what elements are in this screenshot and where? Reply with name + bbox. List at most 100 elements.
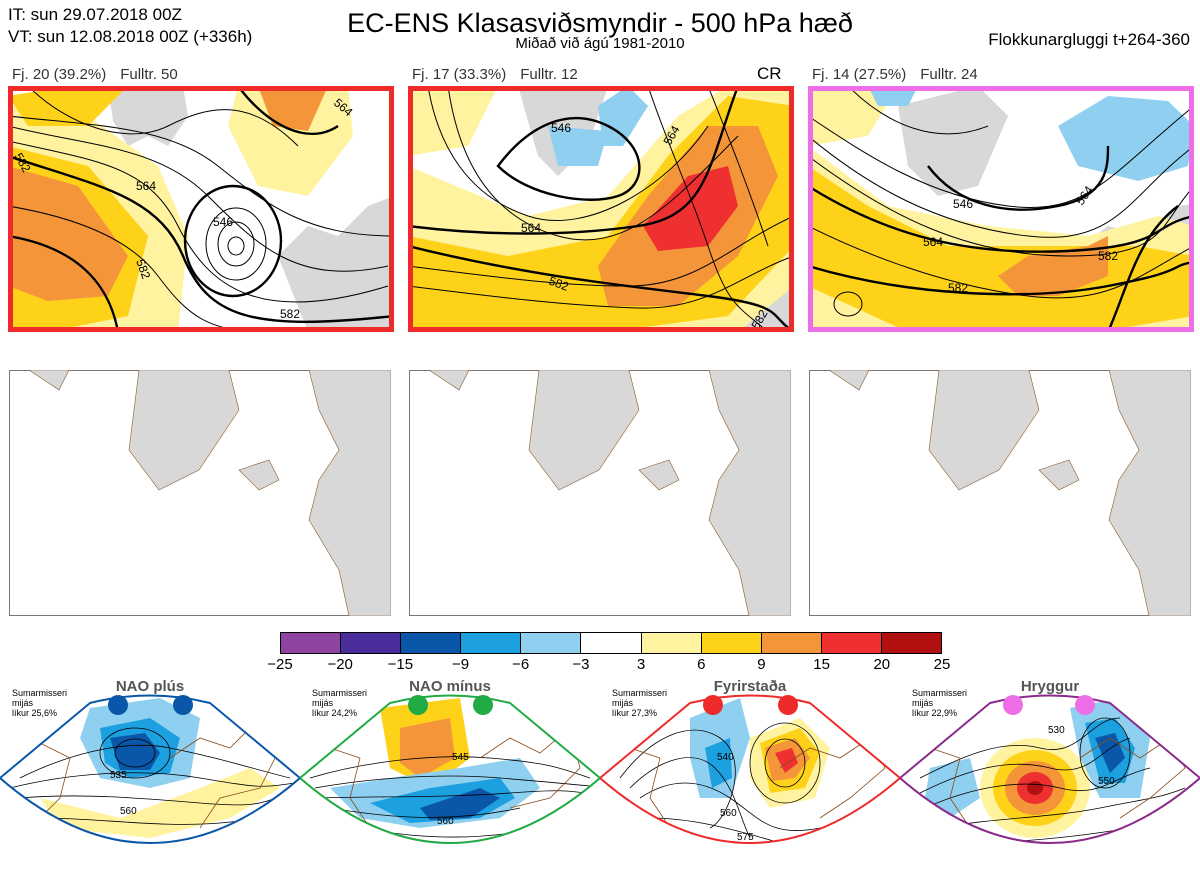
contour-label: 575 (737, 832, 754, 843)
contour-label: 582 (948, 281, 968, 295)
regime-probability: líkur 25,6% (12, 708, 58, 718)
regime-blocking[interactable]: 540 560 575 Fyrirstaða Sumarmisseri mijá… (600, 678, 900, 871)
colorbar-swatch (821, 633, 882, 653)
header-left: IT: sun 29.07.2018 00Z VT: sun 12.08.201… (8, 4, 252, 48)
colorbar-tick-label: 20 (873, 656, 891, 673)
colorbar: −25 −20 −15 −9 −6 −3 3 6 9 15 20 25 (250, 632, 950, 673)
colorbar-swatch (761, 633, 822, 653)
regime-dot-left (703, 695, 723, 715)
page-subtitle: Miðað við ágú 1981-2010 (515, 35, 685, 52)
panel-border (408, 86, 794, 332)
regime-note: mijás (912, 698, 934, 708)
panel-2-fulltr: Fulltr. 12 (520, 66, 578, 83)
panel-3-label: Fj. 14 (27.5%) Fulltr. 24 (812, 66, 992, 83)
regime-title: NAO mínus (409, 678, 491, 695)
regime-dot-right (778, 695, 798, 715)
regime-border (0, 694, 300, 844)
cluster-map-2[interactable]: 546 564 564 582 582 (408, 86, 794, 332)
regime-info: Sumarmisseri mijás líkur 22,9% (912, 688, 967, 718)
contour-label: 546 (551, 121, 571, 135)
contour-label: 564 (923, 235, 943, 249)
contour-label: 545 (452, 752, 469, 763)
regime-title: Fyrirstaða (713, 678, 787, 695)
cluster-map-1[interactable]: 564 546 582 582 564 582 (8, 86, 394, 332)
colorbar-tick-label: −6 (512, 656, 530, 673)
regime-dot-right (1075, 695, 1095, 715)
panel-3-fulltr: Fulltr. 24 (920, 66, 978, 83)
contour-label: 564 (136, 179, 156, 193)
regime-title: Hryggur (1020, 678, 1080, 695)
regime-probability: líkur 27,3% (612, 708, 658, 718)
regime-probability: líkur 22,9% (912, 708, 958, 718)
contour-label: 560 (120, 806, 137, 817)
colorbar-swatch (881, 633, 942, 653)
panel-border (8, 86, 394, 332)
colorbar-swatch (461, 633, 522, 653)
colorbar-ticks: −25 −20 −15 −9 −6 −3 3 6 9 15 20 25 (267, 654, 950, 673)
regime-nao-plus[interactable]: 535 560 NAO plús Sumarmisseri mijás líku… (0, 678, 300, 871)
initial-time: IT: sun 29.07.2018 00Z (8, 5, 182, 24)
colorbar-swatch (341, 633, 402, 653)
colorbar-tick-label: −25 (267, 656, 293, 673)
contour-label: 575 (1093, 838, 1110, 849)
contour-label: 564 (521, 221, 541, 235)
regime-season: Sumarmisseri (12, 688, 68, 698)
empty-map-1 (9, 370, 391, 616)
regime-info: Sumarmisseri mijás líkur 27,3% (612, 688, 667, 718)
regime-border (600, 694, 900, 844)
regime-season: Sumarmisseri (312, 688, 368, 698)
contour-label: 546 (953, 197, 973, 211)
colorbar-swatch (281, 633, 342, 653)
regime-border (300, 694, 600, 844)
regime-note: mijás (312, 698, 334, 708)
panel-2-tag: CR (757, 64, 782, 83)
regime-info: Sumarmisseri mijás líkur 24,2% (312, 688, 367, 718)
regime-nao-minus[interactable]: 545 560 575 NAO mínus Sumarmisseri mijás… (300, 678, 600, 871)
colorbar-tick-label: 3 (636, 656, 646, 673)
panel-border (808, 86, 1194, 332)
colorbar-tick-label: −3 (572, 656, 590, 673)
regime-note: mijás (612, 698, 634, 708)
regime-dot-left (1003, 695, 1023, 715)
colorbar-tick-label: −20 (327, 656, 353, 673)
panel-1-fulltr: Fulltr. 50 (120, 66, 178, 83)
page-title: EC-ENS Klasasviðsmyndir - 500 hPa hæð (347, 8, 853, 38)
contour-label: 550 (1098, 776, 1115, 787)
empty-map-3 (809, 370, 1191, 616)
colorbar-swatch (701, 633, 762, 653)
contour-label: 540 (717, 752, 734, 763)
regime-dot-left (108, 695, 128, 715)
colorbar-swatch (581, 633, 642, 653)
contour-label: 582 (547, 274, 571, 294)
cluster-map-3[interactable]: 546 564 564 582 582 (808, 86, 1194, 332)
regime-season: Sumarmisseri (612, 688, 668, 698)
contour-label: 582 (1098, 249, 1118, 263)
contour-label: 582 (280, 307, 300, 321)
contour-label: 530 (1048, 725, 1065, 736)
panel-2-fj: Fj. 17 (33.3%) (412, 66, 507, 83)
colorbar-swatch (521, 633, 582, 653)
colorbar-tick-label: −9 (451, 656, 470, 673)
contour-label: 546 (213, 215, 233, 229)
regime-dot-right (473, 695, 493, 715)
regime-info: Sumarmisseri mijás líkur 25,6% (12, 688, 67, 718)
regime-dot-right (173, 695, 193, 715)
colorbar-swatch (641, 633, 702, 653)
contour-label: 575 (447, 851, 464, 862)
regime-probability: líkur 24,2% (312, 708, 358, 718)
regime-note: mijás (12, 698, 34, 708)
regime-border (900, 694, 1200, 844)
empty-map-2 (409, 370, 791, 616)
colorbar-tick-label: 9 (757, 656, 766, 673)
panel-1-label: Fj. 20 (39.2%) Fulltr. 50 (12, 66, 192, 83)
regime-ridge[interactable]: 530 550 575 Hryggur Sumarmisseri mijás l… (900, 678, 1200, 871)
panel-2-label: Fj. 17 (33.3%) Fulltr. 12 (412, 66, 592, 83)
classification-window: Flokkunargluggi t+264-360 (988, 30, 1190, 49)
header-center: EC-ENS Klasasviðsmyndir - 500 hPa hæð Mi… (0, 8, 1200, 52)
colorbar-tick-label: −15 (387, 656, 414, 673)
contour-label: 582 (133, 257, 153, 281)
contour-label: 560 (720, 808, 737, 819)
regime-dot-left (408, 695, 428, 715)
colorbar-tick-label: 15 (813, 656, 830, 673)
regime-title: NAO plús (115, 678, 185, 695)
